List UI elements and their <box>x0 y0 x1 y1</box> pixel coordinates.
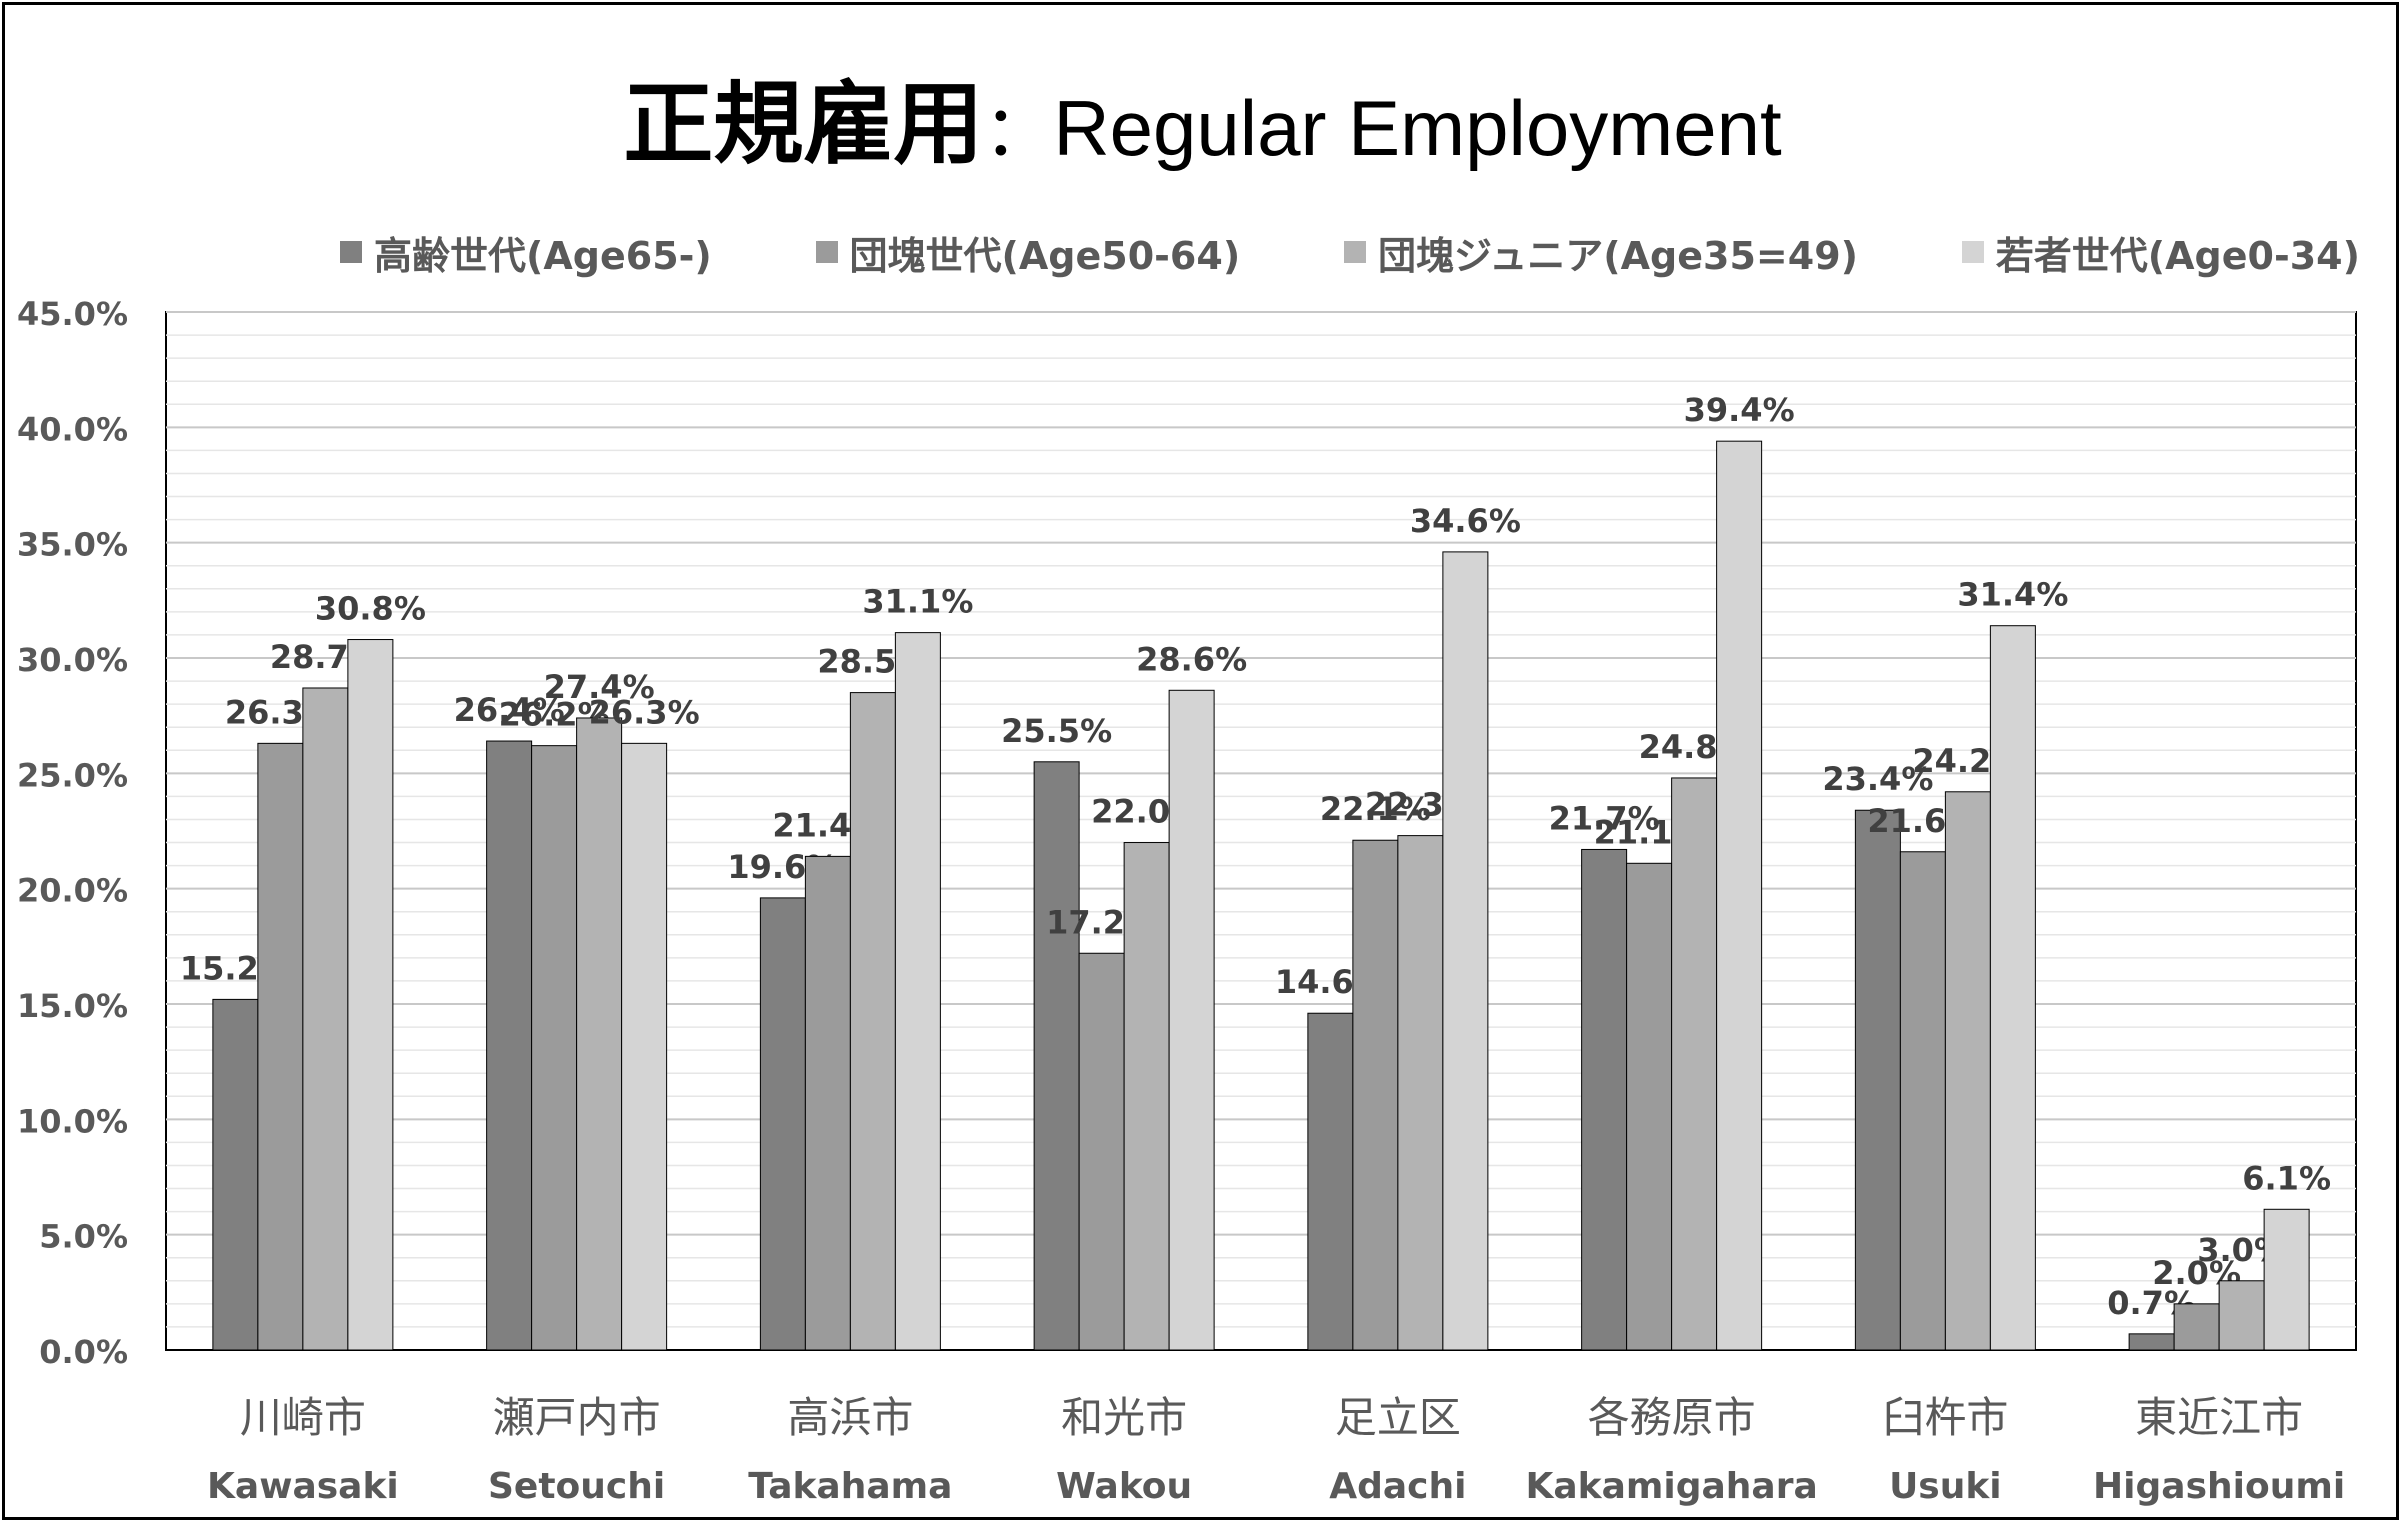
x-tick-label-en: Adachi <box>1329 1466 1466 1507</box>
data-label: 23.4% <box>1822 760 1933 798</box>
data-label: 30.8% <box>315 590 426 628</box>
chart-title-separator: ： <box>983 92 1054 170</box>
x-tick-label-jp: 高浜市 <box>787 1393 913 1442</box>
bar <box>1899 851 1946 1351</box>
bar <box>1716 440 1763 1351</box>
legend-item-youth: 若者世代(Age0-34) <box>1961 225 2360 280</box>
bar <box>1626 862 1673 1351</box>
y-tick-label: 15.0% <box>17 987 128 1025</box>
bar <box>1671 777 1718 1351</box>
bar <box>621 742 668 1351</box>
bar <box>212 998 259 1351</box>
bar <box>1854 809 1901 1351</box>
x-tick-label-jp: 川崎市 <box>240 1393 366 1442</box>
y-tick-label: 25.0% <box>17 756 128 794</box>
bar <box>257 742 304 1351</box>
legend-swatch <box>1961 241 1984 263</box>
bar <box>849 692 896 1351</box>
x-tick-label-jp: 足立区 <box>1335 1393 1461 1442</box>
bar <box>1033 761 1080 1351</box>
bar <box>2173 1303 2220 1351</box>
y-tick-label: 10.0% <box>17 1102 128 1140</box>
bar <box>486 740 533 1351</box>
x-tick-label-en: Usuki <box>1889 1466 2002 1507</box>
bar <box>1168 689 1215 1351</box>
y-tick-label: 20.0% <box>17 872 128 910</box>
data-label: 22.1% <box>1320 790 1431 828</box>
bar <box>531 745 578 1351</box>
x-tick-label-en: Higashioumi <box>2093 1466 2345 1507</box>
bar <box>1123 842 1170 1351</box>
x-tick-label-en: Setouchi <box>488 1466 665 1507</box>
data-label: 31.1% <box>862 583 973 621</box>
y-tick-label: 35.0% <box>17 526 128 564</box>
bar <box>894 632 941 1351</box>
x-tick-label-jp: 各務原市 <box>1588 1393 1756 1442</box>
data-label: 31.4% <box>1957 576 2068 614</box>
bar <box>1307 1012 1354 1351</box>
x-tick-label-jp: 東近江市 <box>2135 1393 2303 1442</box>
bar <box>759 897 806 1351</box>
chart-title: 正規雇用：Regular Employment <box>0 60 2405 190</box>
legend-swatch <box>815 241 838 263</box>
chart-legend: 高齢世代(Age65-) 団塊世代(Age50-64) 団塊ジュニア(Age35… <box>340 222 2360 282</box>
x-tick-label-jp: 瀬戸内市 <box>493 1393 661 1442</box>
bar <box>2128 1333 2175 1351</box>
y-tick-label: 45.0% <box>17 295 128 333</box>
data-label: 27.4% <box>544 668 655 706</box>
data-label: 28.6% <box>1136 640 1247 678</box>
bar <box>1397 835 1444 1351</box>
legend-item-boomer-junior: 団塊ジュニア(Age35=49) <box>1343 225 1858 280</box>
legend-swatch <box>340 241 362 263</box>
x-tick-label-en: Wakou <box>1056 1466 1192 1507</box>
data-label: 25.5% <box>1001 712 1112 750</box>
y-tick-label: 5.0% <box>39 1218 128 1256</box>
data-label: 6.1% <box>2242 1159 2331 1197</box>
x-tick-label-en: Kakamigahara <box>1525 1466 1817 1507</box>
x-tick-label-en: Kawasaki <box>207 1466 399 1507</box>
legend-label: 高齢世代(Age65-) <box>374 233 712 278</box>
bar <box>1078 952 1125 1351</box>
bar <box>347 639 394 1351</box>
bar <box>1989 625 2036 1351</box>
y-tick-label: 30.0% <box>17 641 128 679</box>
bar <box>1352 839 1399 1351</box>
bar <box>576 717 623 1351</box>
bar <box>1944 791 1991 1351</box>
y-tick-label: 40.0% <box>17 410 128 448</box>
data-label: 26.4% <box>454 691 565 729</box>
bar <box>302 687 349 1351</box>
legend-item-baby-boomer: 団塊世代(Age50-64) <box>815 225 1241 280</box>
y-tick-label: 0.0% <box>39 1333 128 1371</box>
legend-swatch <box>1343 241 1366 263</box>
data-label: 34.6% <box>1410 502 1521 540</box>
legend-label: 団塊世代(Age50-64) <box>849 233 1241 278</box>
bar <box>1442 551 1489 1351</box>
chart-title-jp: 正規雇用 <box>623 72 984 177</box>
bar <box>1581 848 1628 1351</box>
data-label: 26.3% <box>589 693 700 731</box>
chart-title-en: Regular Employment <box>1053 84 1782 172</box>
bar <box>2218 1280 2265 1351</box>
bar <box>804 855 851 1351</box>
legend-item-elderly: 高齢世代(Age65-) <box>340 225 712 280</box>
legend-label: 団塊ジュニア(Age35=49) <box>1377 233 1858 278</box>
x-tick-label-en: Takahama <box>748 1466 952 1507</box>
data-label: 39.4% <box>1684 391 1795 429</box>
x-tick-label-jp: 和光市 <box>1061 1393 1187 1442</box>
x-tick-label-jp: 臼杵市 <box>1882 1393 2008 1442</box>
bar <box>2263 1208 2310 1351</box>
data-label: 21.7% <box>1549 799 1660 837</box>
legend-label: 若者世代(Age0-34) <box>1995 233 2360 278</box>
